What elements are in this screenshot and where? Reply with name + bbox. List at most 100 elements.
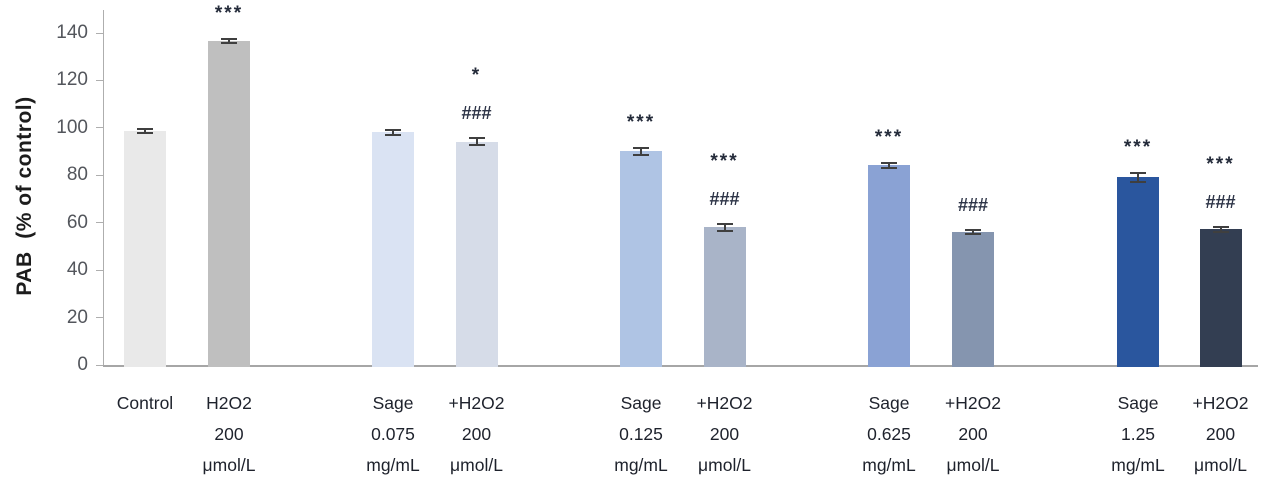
error-bar-line: [888, 163, 890, 168]
y-tick-label: 120: [56, 69, 88, 91]
bar-label-line: 0.625: [867, 424, 911, 444]
significance-marker: ***: [1123, 136, 1153, 158]
error-bar-line: [1219, 227, 1222, 232]
error-bar-cap-bottom: [1212, 230, 1229, 233]
error-bar-cap-bottom: [965, 232, 981, 235]
error-bar-cap-top: [137, 127, 153, 130]
bar-label-line: Sage: [620, 393, 662, 413]
bar-label: Sage 1.25 mg/mL: [1078, 388, 1198, 480]
bar: [1199, 229, 1242, 367]
error-bar-cap-bottom: [468, 144, 485, 147]
error-bar-cap-bottom: [385, 133, 401, 136]
error-bar-line: [640, 147, 642, 155]
error-bar-line: [723, 223, 726, 231]
bar-label: Sage 0.125 mg/mL: [581, 388, 701, 480]
bar-label-line: 200: [461, 424, 492, 444]
bar-label-line: 200: [958, 424, 988, 444]
bar-label-line: μmol/L: [450, 455, 503, 475]
bar-label: +H2O2 200 μmol/L: [913, 388, 1033, 480]
y-tick-label: 60: [66, 211, 88, 233]
bar-label-line: +H2O2: [696, 393, 753, 413]
bar-label-line: μmol/L: [946, 455, 1000, 475]
bar-label-line: +H2O2: [448, 393, 505, 413]
y-tick-label: 20: [66, 306, 88, 328]
y-tick-mark: [96, 269, 103, 271]
significance-marker: ***: [1206, 154, 1235, 176]
bar-label-line: 200: [214, 424, 244, 444]
significance-marker: ***: [710, 150, 739, 172]
bar-label-line: μmol/L: [202, 455, 256, 475]
bar-label-line: mg/mL: [862, 455, 916, 475]
error-bar-line: [228, 38, 230, 44]
bar-label-line: 1.25: [1120, 424, 1156, 444]
bar-label-line: μmol/L: [1194, 455, 1247, 475]
y-tick-label: 100: [56, 116, 88, 138]
bar-label-line: mg/mL: [614, 455, 668, 475]
x-axis-line: [103, 365, 1258, 367]
bar-label-line: μmol/L: [698, 455, 751, 475]
error-bar-line: [144, 128, 146, 134]
bar: [372, 132, 414, 367]
error-bar-line: [392, 129, 394, 135]
error-bar-cap-top: [881, 162, 897, 165]
y-tick-label: 40: [66, 259, 88, 281]
bar-label: +H2O2 200 μmol/L: [665, 388, 785, 480]
y-tick-mark: [96, 317, 103, 319]
error-bar-cap-bottom: [137, 132, 153, 135]
error-bar-cap-bottom: [633, 153, 649, 156]
bar-label-line: Sage: [372, 393, 414, 413]
bar-label: +H2O2 200 μmol/L: [1161, 388, 1280, 480]
bar: [1117, 177, 1159, 367]
bar: [952, 231, 994, 367]
significance-marker: ###: [1205, 192, 1236, 213]
bar-label-line: +H2O2: [1192, 393, 1249, 413]
bar-label-line: 200: [1205, 424, 1236, 444]
y-tick-mark: [96, 79, 103, 81]
error-bar-cap-bottom: [716, 229, 733, 232]
error-bar-cap-top: [468, 137, 485, 140]
significance-marker: ***: [874, 127, 904, 149]
bar-label-line: 0.125: [619, 424, 663, 444]
bar-label-line: H2O2: [206, 393, 252, 413]
error-bar-cap-top: [633, 146, 649, 149]
error-bar-line: [475, 138, 478, 146]
error-bar-cap-bottom: [221, 42, 237, 45]
error-bar-cap-top: [1130, 171, 1146, 174]
y-tick-mark: [96, 364, 103, 366]
bar: [868, 165, 910, 367]
bar: [620, 151, 662, 367]
error-bar-cap-top: [716, 222, 733, 225]
bar-label: Sage 0.625 mg/mL: [829, 388, 949, 480]
y-tick-mark: [96, 174, 103, 176]
significance-marker: ***: [626, 111, 656, 133]
error-bar-cap-top: [965, 228, 981, 231]
significance-marker: ###: [709, 188, 740, 209]
bar-label-line: Sage: [1117, 393, 1159, 413]
significance-marker: *: [471, 65, 482, 87]
bar-label: Control: [85, 388, 205, 419]
error-bar-cap-top: [385, 128, 401, 131]
y-tick-mark: [96, 127, 103, 129]
y-tick-mark: [96, 32, 103, 34]
significance-marker: ###: [957, 194, 989, 215]
error-bar-cap-bottom: [1130, 181, 1146, 184]
y-axis-line: [103, 10, 104, 367]
error-bar-cap-top: [221, 37, 237, 40]
bar: [208, 40, 250, 367]
bar-label: H2O2 200 μmol/L: [169, 388, 289, 480]
y-tick-label: 0: [77, 354, 88, 375]
bar-label-line: 0.075: [371, 424, 415, 444]
bar-label: Sage 0.075 mg/mL: [333, 388, 453, 480]
bar: [124, 131, 166, 367]
bar-label-line: +H2O2: [945, 393, 1001, 413]
bar-label-line: mg/mL: [1111, 455, 1165, 475]
error-bar-line: [1137, 172, 1139, 183]
error-bar-cap-bottom: [881, 166, 897, 169]
bar: [455, 141, 498, 367]
significance-marker: ###: [461, 103, 492, 124]
significance-marker: ***: [214, 2, 244, 24]
bar-label: +H2O2 200 μmol/L: [417, 388, 537, 480]
bar: [703, 227, 746, 367]
bar-label-line: Control: [116, 393, 174, 413]
